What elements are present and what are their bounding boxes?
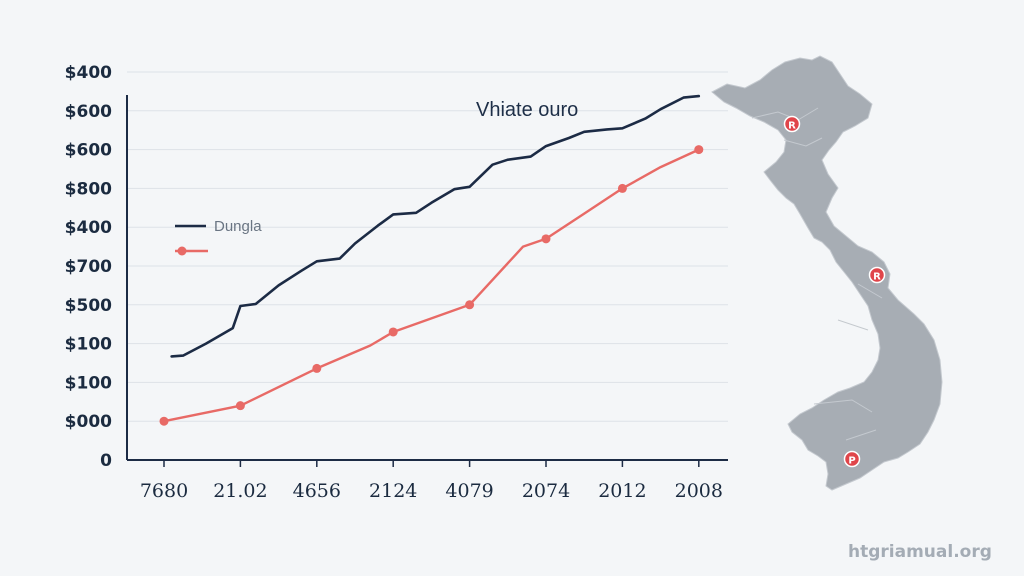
y-tick-label: 0 [100,451,112,471]
map-province-borders [751,107,883,441]
y-tick-label: $100 [65,373,112,393]
data-point-series-2 [694,145,704,155]
map-marker-label: R [788,121,796,132]
data-point-series-2 [465,300,475,310]
data-point-series-2 [312,363,322,373]
data-point-series-2 [235,401,245,411]
axes [126,95,728,461]
map-marker-north: R [783,115,801,133]
y-tick-label: $800 [65,179,112,199]
y-tick-label: $400 [65,63,112,83]
y-tick-label: $500 [65,296,112,316]
data-point-series-2 [159,416,169,426]
map-marker-label: R [873,272,881,283]
watermark-text: htgriamual.org [848,542,992,562]
y-tick-label: $600 [65,102,112,122]
y-tick-label: $400 [65,218,112,238]
vietnam-map: R R P [711,55,943,491]
y-tick-label: $600 [65,141,112,161]
legend-label-series-1: Dungla [214,218,262,235]
y-tick-labels: $400 $600 $600 $800 $400 $700 $500 $100 $100 $000… [65,63,112,471]
legend: Dungla [175,218,262,256]
map-marker-south: P [843,450,861,468]
vietnam-map-shape [711,55,943,491]
x-tick-labels: 7680 21.02 4656 2124 4079 2074 2012 2008 [140,460,723,502]
x-tick-label: 4079 [445,480,493,502]
map-marker-central: R [868,266,886,284]
series-line-1 [170,94,701,358]
series-line-2 [162,148,700,423]
x-tick-label: 2124 [369,480,417,502]
map-marker-label: P [848,456,855,467]
x-tick-label: 21.02 [213,480,267,502]
data-point-series-2 [617,183,627,193]
gridlines [127,71,728,422]
x-tick-label: 7680 [140,480,188,502]
x-tick-label: 2074 [522,480,570,502]
data-point-series-2 [388,327,398,337]
x-tick-label: 4656 [293,480,341,502]
y-tick-label: $700 [65,257,112,277]
legend-marker-series-2 [177,246,187,256]
data-point-series-2 [541,234,551,244]
y-tick-label: $000 [65,412,112,432]
x-tick-label: 2012 [598,480,646,502]
series [159,94,704,426]
x-tick-label: 2008 [675,480,723,502]
chart-title: Vhiate ouro [476,99,578,121]
y-tick-label: $100 [65,335,112,355]
